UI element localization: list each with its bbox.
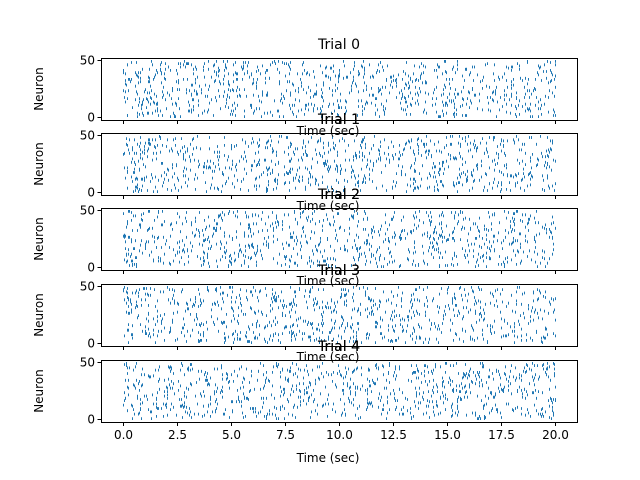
panel-title: Trial 1 — [317, 112, 360, 128]
x-tick-label: 2.5 — [168, 428, 187, 442]
panel-title-overlay: Trial 3 — [317, 263, 360, 279]
raster-panel-trial-1: 0 50 Neuron Trial 1 — [32, 112, 578, 200]
x-tick-label: 15.0 — [434, 428, 461, 442]
y-axis-label: Neuron — [32, 369, 46, 413]
x-tick-label: 7.5 — [276, 428, 295, 442]
x-tick-label: 10.0 — [326, 428, 353, 442]
x-tick-label: 0.0 — [114, 428, 133, 442]
y-tick-label: 0 — [87, 261, 95, 275]
y-tick-label: 50 — [80, 204, 95, 218]
y-axis-label: Neuron — [32, 293, 46, 337]
x-tick-label: 17.5 — [488, 428, 515, 442]
x-axis-label: Time (sec) — [296, 199, 360, 213]
y-tick-label: 0 — [87, 337, 95, 351]
spike-group — [123, 60, 556, 118]
spike-group — [123, 135, 556, 193]
x-tick-label: 12.5 — [380, 428, 407, 442]
raster-panel-trial-3: 0 50 Neuron Trial 3 — [32, 263, 578, 351]
raster-panel-trial-0: 0 50 Neuron Trial 0 — [32, 37, 578, 125]
panel-title-overlay: Trial 1 — [317, 112, 360, 128]
panel-title: Trial 4 — [317, 339, 360, 355]
panel-title: Trial 3 — [317, 263, 360, 279]
x-axis-label: Time (sec) — [296, 124, 360, 138]
panel-title-overlay: Trial 2 — [317, 187, 360, 203]
panel-title: Trial 2 — [317, 187, 360, 203]
y-tick-label: 50 — [80, 54, 95, 68]
x-axis-label: Time (sec) — [296, 451, 360, 465]
spike-group — [123, 362, 556, 420]
raster-panel-trial-4: 0.0 2.5 5.0 7.5 10.0 12.5 15.0 17.5 20.0 0 50 Neuro… — [32, 339, 578, 442]
y-tick-label: 0 — [87, 413, 95, 427]
y-axis-label: Neuron — [32, 67, 46, 111]
panel-title-overlay: Trial 4 — [317, 339, 360, 355]
y-axis-label: Neuron — [32, 142, 46, 186]
spike-group — [123, 210, 556, 268]
x-tick-label: 5.0 — [222, 428, 241, 442]
y-tick-label: 0 — [87, 111, 95, 125]
x-axis-label: Time (sec) — [296, 350, 360, 364]
y-tick-label: 0 — [87, 186, 95, 200]
panel-title: Trial 0 — [317, 37, 360, 53]
spike-group — [123, 286, 556, 344]
x-tick-label: 20.0 — [542, 428, 569, 442]
y-tick-label: 50 — [80, 129, 95, 143]
y-tick-label: 50 — [80, 356, 95, 370]
raster-panel-trial-2: 0 50 Neuron Trial 2 — [32, 187, 578, 275]
y-tick-label: 50 — [80, 280, 95, 294]
y-axis-label: Neuron — [32, 217, 46, 261]
x-axis-label: Time (sec) — [296, 274, 360, 288]
